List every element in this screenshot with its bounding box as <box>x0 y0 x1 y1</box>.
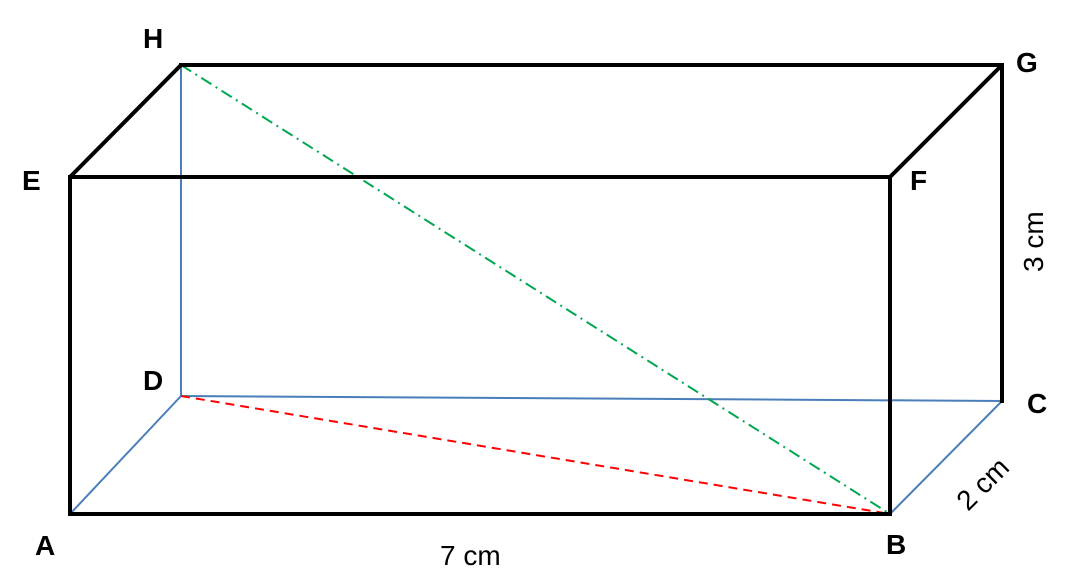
diagonal-HB <box>180 64 891 515</box>
diagonal-DB <box>180 395 891 515</box>
width-label: 2 cm <box>950 451 1015 516</box>
vertex-label-G: G <box>1016 47 1038 78</box>
vertex-label-B: B <box>886 529 906 560</box>
vertex-label-F: F <box>910 165 927 196</box>
vertex-label-A: A <box>35 530 55 561</box>
edge-EH <box>68 63 183 179</box>
vertex-label-D: D <box>143 365 163 396</box>
edge-FG <box>888 63 1004 179</box>
hidden-edge-AD <box>69 395 182 515</box>
edge-BC <box>889 400 1003 515</box>
vertex-label-C: C <box>1027 388 1047 419</box>
vertex-label-E: E <box>22 165 41 196</box>
hidden-edge-DC <box>180 395 1003 402</box>
height-label: 3 cm <box>1018 211 1049 272</box>
vertex-label-H: H <box>143 23 163 54</box>
length-label: 7 cm <box>440 540 501 571</box>
